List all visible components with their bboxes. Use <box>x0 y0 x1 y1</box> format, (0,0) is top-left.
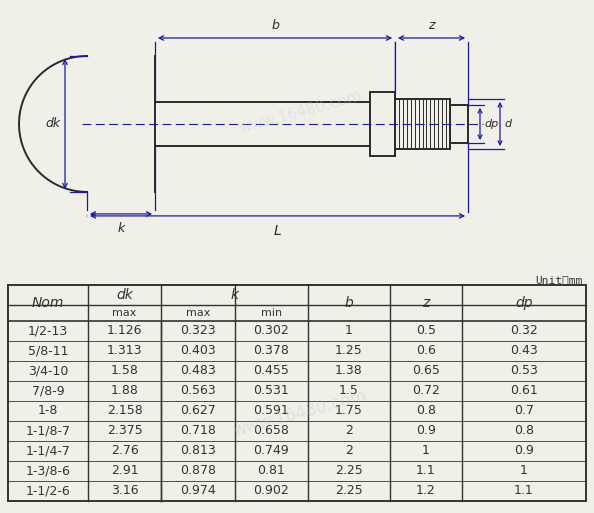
Text: 1: 1 <box>520 464 528 478</box>
Text: 0.7: 0.7 <box>514 404 534 418</box>
Text: 0.302: 0.302 <box>254 324 289 338</box>
Text: 1.58: 1.58 <box>110 364 138 378</box>
Text: 2.375: 2.375 <box>107 424 143 438</box>
Text: 0.43: 0.43 <box>510 344 538 358</box>
Text: 2.25: 2.25 <box>335 464 363 478</box>
Text: 1.88: 1.88 <box>110 384 138 398</box>
Text: 0.718: 0.718 <box>180 424 216 438</box>
Text: 0.483: 0.483 <box>180 364 216 378</box>
Text: dk: dk <box>116 288 133 302</box>
Text: dk: dk <box>46 117 61 130</box>
Text: 0.749: 0.749 <box>254 444 289 458</box>
Text: www.16480.com: www.16480.com <box>231 386 369 440</box>
Text: 2.91: 2.91 <box>110 464 138 478</box>
Text: 5/8-11: 5/8-11 <box>28 344 68 358</box>
Text: 1.2: 1.2 <box>416 484 436 498</box>
Text: z: z <box>428 19 435 32</box>
Text: 0.5: 0.5 <box>416 324 436 338</box>
Text: dp: dp <box>484 119 498 129</box>
Text: 1-8: 1-8 <box>38 404 58 418</box>
Text: Nom: Nom <box>32 296 64 310</box>
Text: 1-1/8-7: 1-1/8-7 <box>26 424 71 438</box>
Text: 0.455: 0.455 <box>254 364 289 378</box>
Text: 2.76: 2.76 <box>110 444 138 458</box>
Text: 1: 1 <box>422 444 430 458</box>
Text: 1.38: 1.38 <box>335 364 363 378</box>
Text: 1.126: 1.126 <box>107 324 142 338</box>
Text: 0.403: 0.403 <box>180 344 216 358</box>
Text: b: b <box>345 296 353 310</box>
Text: 1.25: 1.25 <box>335 344 363 358</box>
Text: 2.25: 2.25 <box>335 484 363 498</box>
Text: 0.878: 0.878 <box>180 464 216 478</box>
Text: L: L <box>274 224 282 238</box>
Text: 0.378: 0.378 <box>254 344 289 358</box>
Text: 0.974: 0.974 <box>180 484 216 498</box>
Text: 1.1: 1.1 <box>514 484 534 498</box>
Text: 2.158: 2.158 <box>107 404 143 418</box>
Text: max: max <box>186 308 210 318</box>
Text: 0.65: 0.65 <box>412 364 440 378</box>
Text: 0.72: 0.72 <box>412 384 440 398</box>
Text: 1-3/8-6: 1-3/8-6 <box>26 464 71 478</box>
Text: www.16480.com: www.16480.com <box>237 88 363 135</box>
Text: 0.323: 0.323 <box>180 324 216 338</box>
Text: 0.81: 0.81 <box>258 464 286 478</box>
Text: 0.9: 0.9 <box>416 424 436 438</box>
Text: 7/8-9: 7/8-9 <box>31 384 64 398</box>
Text: 0.9: 0.9 <box>514 444 534 458</box>
Text: 0.531: 0.531 <box>254 384 289 398</box>
Text: 0.8: 0.8 <box>514 424 534 438</box>
Text: 0.53: 0.53 <box>510 364 538 378</box>
Text: 1-1/4-7: 1-1/4-7 <box>26 444 71 458</box>
Text: 0.591: 0.591 <box>254 404 289 418</box>
Text: 0.6: 0.6 <box>416 344 436 358</box>
Text: 1.1: 1.1 <box>416 464 436 478</box>
Text: 0.813: 0.813 <box>180 444 216 458</box>
Text: 0.32: 0.32 <box>510 324 538 338</box>
Text: 0.61: 0.61 <box>510 384 538 398</box>
Text: b: b <box>271 19 279 32</box>
Text: 0.627: 0.627 <box>180 404 216 418</box>
Text: 1/2-13: 1/2-13 <box>28 324 68 338</box>
Text: min: min <box>261 308 282 318</box>
Text: 2: 2 <box>345 444 353 458</box>
Text: d: d <box>504 119 511 129</box>
Text: 0.902: 0.902 <box>254 484 289 498</box>
Text: Unit：mm: Unit：mm <box>535 275 582 285</box>
Text: 1.313: 1.313 <box>107 344 142 358</box>
Text: 0.658: 0.658 <box>254 424 289 438</box>
Text: 2: 2 <box>345 424 353 438</box>
Text: k: k <box>230 288 239 302</box>
Text: 3.16: 3.16 <box>110 484 138 498</box>
Text: 1.75: 1.75 <box>335 404 363 418</box>
Text: 1.5: 1.5 <box>339 384 359 398</box>
Text: dp: dp <box>515 296 533 310</box>
Text: 0.563: 0.563 <box>180 384 216 398</box>
Text: 1-1/2-6: 1-1/2-6 <box>26 484 70 498</box>
Text: 1: 1 <box>345 324 353 338</box>
Text: z: z <box>422 296 429 310</box>
Text: k: k <box>118 222 125 235</box>
Text: 0.8: 0.8 <box>416 404 436 418</box>
Text: max: max <box>112 308 137 318</box>
Text: 3/4-10: 3/4-10 <box>28 364 68 378</box>
